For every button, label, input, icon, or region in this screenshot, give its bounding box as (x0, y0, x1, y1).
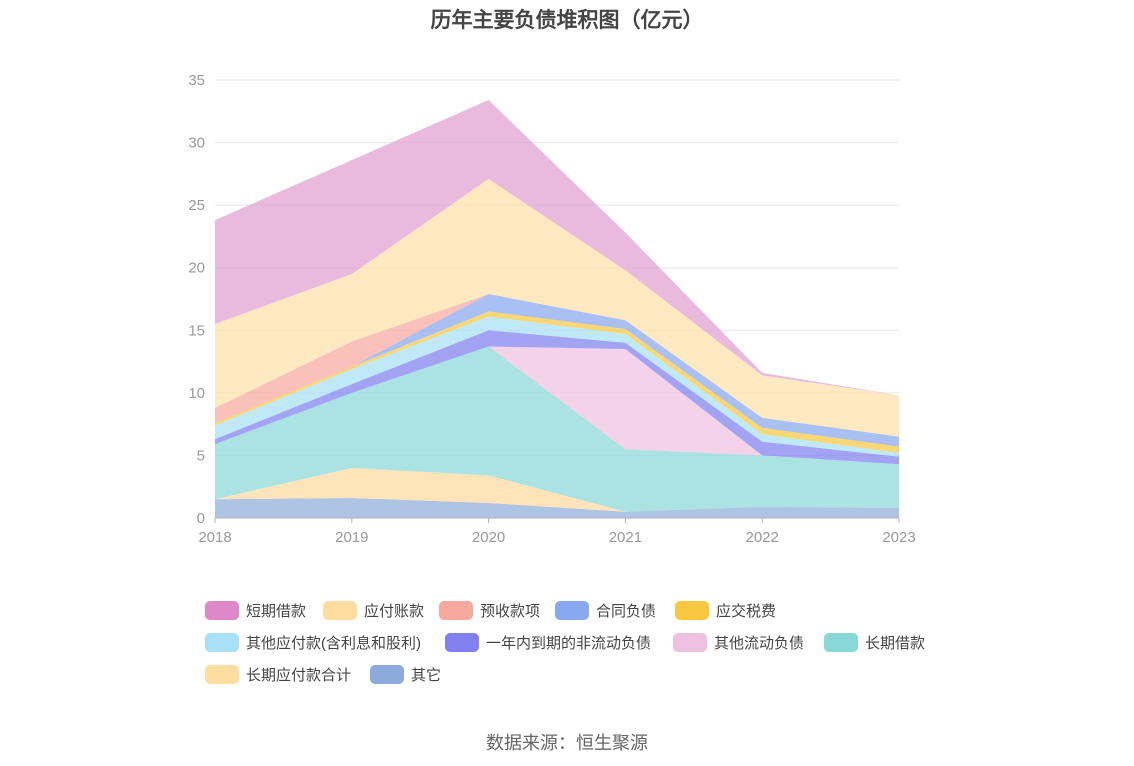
series-area (215, 293, 899, 437)
legend-swatch (824, 632, 858, 652)
series-area (215, 311, 899, 453)
legend-swatch (673, 632, 707, 652)
x-tick-label: 2018 (198, 529, 231, 546)
legend-swatch (205, 600, 239, 620)
legend-item[interactable]: 合同负债 (555, 598, 656, 622)
stacked-area-chart: 0 5 10 15 20 25 30 35 2018 2019 2020 2021 2022 2023 (188, 72, 915, 546)
legend-swatch (205, 664, 239, 684)
legend-label: 其它 (411, 666, 442, 684)
data-source: 数据来源：恒生聚源 (486, 733, 648, 753)
series-area (215, 178, 899, 437)
y-tick-label: 30 (188, 135, 205, 152)
legend-label: 合同负债 (596, 602, 657, 620)
legend-swatch (445, 632, 479, 652)
y-tick-label: 5 (197, 447, 205, 464)
legend-item[interactable]: 短期借款 (205, 598, 306, 622)
legend-label: 预收款项 (480, 602, 541, 620)
series-area (215, 497, 899, 518)
series-area (215, 467, 899, 512)
legend-label: 应付账款 (364, 602, 425, 620)
y-tick-label: 35 (188, 72, 205, 89)
legend-item[interactable]: 长期应付款合计 (205, 662, 351, 686)
legend-label: 其他流动负债 (714, 634, 805, 652)
x-tick-label: 2021 (609, 529, 642, 546)
series-area (215, 330, 899, 465)
x-tick-label: 2019 (335, 529, 368, 546)
legend-item[interactable]: 长期借款 (824, 630, 925, 654)
y-tick-label: 20 (188, 260, 205, 277)
y-tick-label: 25 (188, 197, 205, 214)
legend-item[interactable]: 其他应付款(含利息和股利) (205, 630, 421, 654)
legend-swatch (439, 600, 473, 620)
legend-item[interactable]: 其他流动负债 (673, 630, 804, 654)
legend-label: 短期借款 (246, 602, 307, 620)
legend-label: 一年内到期的非流动负债 (486, 634, 652, 652)
x-tick-label: 2023 (882, 529, 915, 546)
series-area (215, 346, 899, 512)
legend-swatch (323, 600, 357, 620)
series-area (215, 346, 899, 465)
legend-item[interactable]: 应付账款 (323, 598, 424, 622)
series-area (215, 100, 899, 396)
legend-swatch (205, 632, 239, 652)
y-tick-label: 0 (197, 510, 205, 527)
x-tick-label: 2022 (746, 529, 779, 546)
legend-swatch (675, 600, 709, 620)
legend-item[interactable]: 应交税费 (675, 598, 776, 622)
legend-label: 长期借款 (865, 634, 926, 652)
legend-swatch (555, 600, 589, 620)
series-area (215, 293, 899, 447)
legend-label: 应交税费 (716, 602, 777, 620)
legend-swatch (370, 664, 404, 684)
y-tick-label: 15 (188, 322, 205, 339)
legend-item[interactable]: 预收款项 (439, 598, 540, 622)
legend-label: 其他应付款(含利息和股利) (246, 634, 421, 652)
legend-item[interactable]: 其它 (370, 662, 441, 686)
legend-item[interactable]: 一年内到期的非流动负债 (445, 630, 651, 654)
legend-label: 长期应付款合计 (246, 666, 352, 684)
chart-title: 历年主要负债堆积图（亿元） (430, 9, 704, 32)
y-tick-label: 10 (188, 385, 205, 402)
x-tick-label: 2020 (472, 529, 505, 546)
